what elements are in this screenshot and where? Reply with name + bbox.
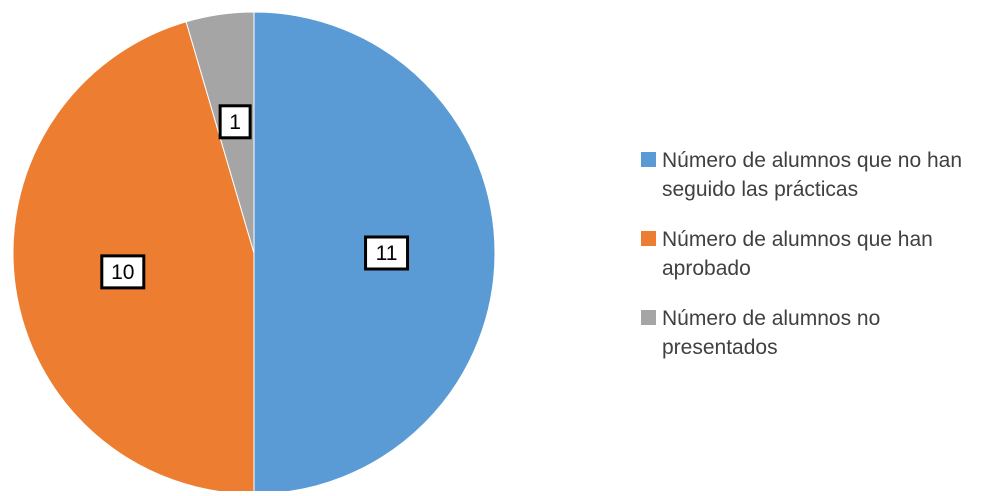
legend-item-no-presentados: Número de alumnos no presentados — [641, 304, 986, 362]
data-label-box — [100, 254, 146, 290]
pie-slices — [12, 11, 496, 495]
legend: Número de alumnos que no han seguido las… — [641, 146, 986, 383]
legend-label: Número de alumnos que han aprobado — [662, 228, 933, 280]
data-label-1: 10 — [100, 254, 146, 290]
legend-item-no-siguen: Número de alumnos que no han seguido las… — [641, 146, 986, 204]
pie-data-labels: 11 10 1 — [100, 104, 410, 290]
legend-label: Número de alumnos que no han seguido las… — [662, 149, 963, 201]
legend-swatch — [641, 231, 656, 246]
data-label-text: 11 — [376, 242, 398, 265]
data-label-box — [364, 235, 410, 271]
legend-swatch — [641, 152, 656, 167]
data-label-text: 10 — [111, 261, 134, 284]
legend-item-aprobado: Número de alumnos que han aprobado — [641, 225, 986, 283]
data-label-text: 1 — [229, 111, 241, 134]
data-label-box — [218, 104, 252, 140]
legend-swatch — [641, 310, 656, 325]
data-label-2: 1 — [218, 104, 252, 140]
data-label-0: 11 — [364, 235, 410, 271]
legend-label: Número de alumnos no presentados — [662, 307, 881, 359]
